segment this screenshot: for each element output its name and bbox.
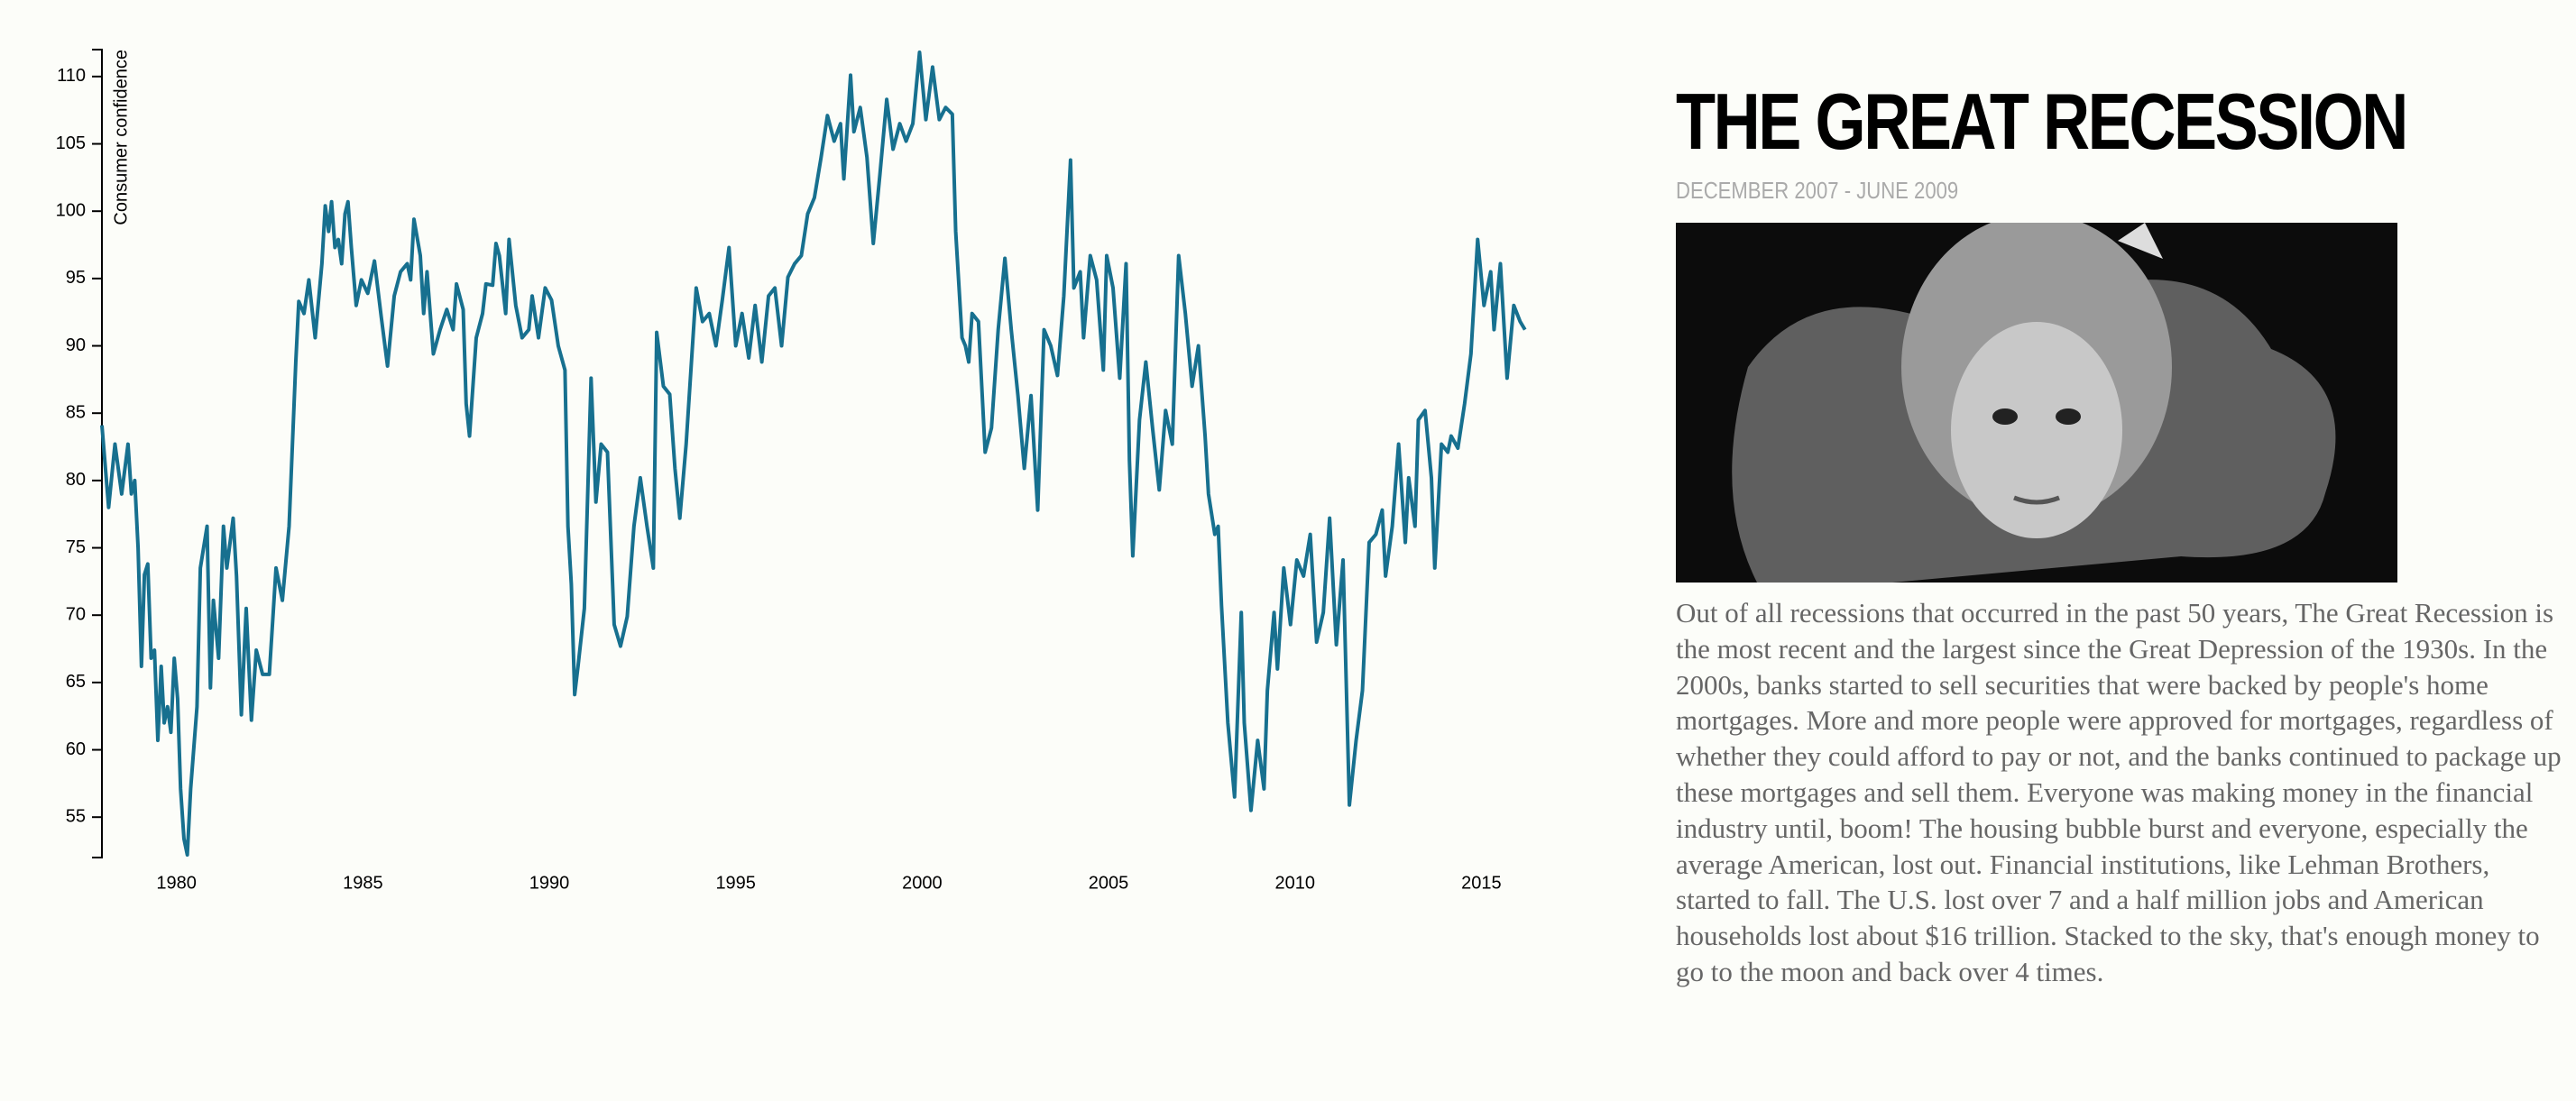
y-tick-label: 75 bbox=[66, 537, 86, 557]
article-title: THE GREAT RECESSION bbox=[1676, 77, 2408, 166]
y-tick-label: 105 bbox=[56, 133, 86, 153]
y-tick-label: 55 bbox=[66, 806, 86, 826]
data-line bbox=[100, 50, 1527, 858]
x-tick-label: 1985 bbox=[343, 873, 383, 893]
x-tick-label: 1980 bbox=[156, 873, 197, 893]
article-body: Out of all recessions that occurred in t… bbox=[1676, 597, 2562, 987]
x-tick-label: 2000 bbox=[902, 873, 943, 893]
y-axis-label: Consumer confidence bbox=[111, 50, 131, 225]
x-tick-label: 2010 bbox=[1274, 873, 1315, 893]
y-tick-label: 60 bbox=[66, 739, 86, 759]
x-tick-label: 1995 bbox=[715, 873, 756, 893]
y-tick-label: 95 bbox=[66, 268, 86, 288]
article: THE GREAT RECESSION DECEMBER 2007 - JUNE… bbox=[1676, 72, 2569, 990]
photo bbox=[1676, 223, 2397, 583]
chart: Consumer confidence 55 60 65 70 75 80 85 90 95 10… bbox=[56, 49, 1527, 893]
article-subtitle: DECEMBER 2007 - JUNE 2009 bbox=[1676, 177, 1959, 204]
x-tick-label: 1990 bbox=[529, 873, 570, 893]
x-tick-label: 2005 bbox=[1089, 873, 1129, 893]
x-tick-label: 2015 bbox=[1461, 873, 1502, 893]
y-tick-label: 65 bbox=[66, 672, 86, 692]
y-axis-line bbox=[92, 49, 103, 858]
y-tick-label: 90 bbox=[66, 335, 86, 355]
y-tick-label: 85 bbox=[66, 402, 86, 422]
y-tick-label: 70 bbox=[66, 604, 86, 624]
y-tick-label: 80 bbox=[66, 470, 86, 490]
y-tick-label: 100 bbox=[56, 200, 86, 220]
y-tick-label: 110 bbox=[57, 66, 86, 86]
